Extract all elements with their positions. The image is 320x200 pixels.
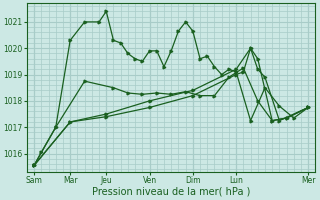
X-axis label: Pression niveau de la mer( hPa ): Pression niveau de la mer( hPa ) — [92, 187, 250, 197]
